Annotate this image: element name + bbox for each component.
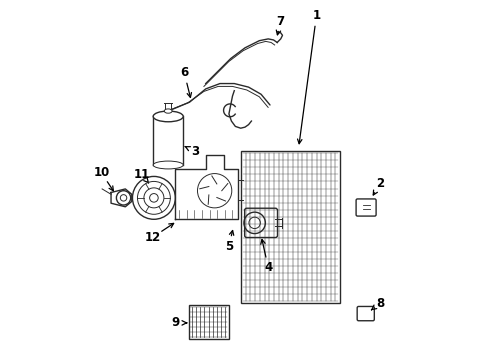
Text: 3: 3 [191, 145, 199, 158]
Text: 5: 5 [225, 240, 233, 253]
Text: 7: 7 [277, 14, 285, 27]
Ellipse shape [153, 161, 183, 169]
Bar [189, 305, 228, 339]
Text: 2: 2 [376, 177, 384, 190]
Bar [242, 152, 340, 303]
Ellipse shape [164, 109, 172, 113]
Text: 12: 12 [145, 231, 161, 244]
Text: 8: 8 [376, 297, 384, 310]
Ellipse shape [153, 111, 183, 122]
Text: 9: 9 [171, 316, 179, 329]
Text: 6: 6 [180, 66, 188, 79]
Text: 1: 1 [313, 9, 320, 22]
Text: 11: 11 [133, 168, 149, 181]
Text: 4: 4 [264, 261, 272, 274]
Text: 10: 10 [93, 166, 110, 179]
